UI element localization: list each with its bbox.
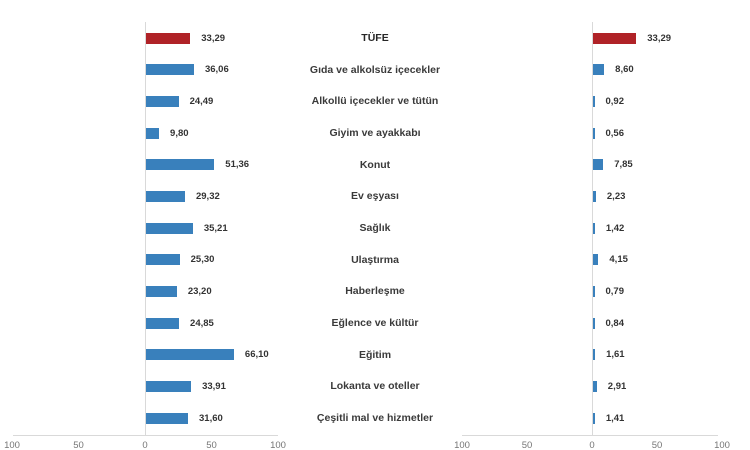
category-label: Ulaştırma bbox=[351, 253, 399, 266]
right-bar bbox=[593, 32, 637, 44]
right-bar bbox=[593, 254, 599, 266]
left-value-label: 33,29 bbox=[201, 32, 226, 44]
right-bottom-axis-line bbox=[462, 435, 718, 436]
left-value-label: 23,20 bbox=[187, 285, 212, 297]
category-label: Eğlence ve kültür bbox=[331, 317, 419, 329]
left-value-label: 33,91 bbox=[202, 380, 226, 392]
right-axis-tick-label: 0 bbox=[589, 440, 595, 450]
left-bar bbox=[146, 32, 191, 44]
right-bar bbox=[593, 349, 596, 361]
category-label: Sağlık bbox=[359, 222, 391, 234]
left-value-label: 51,36 bbox=[225, 159, 250, 171]
category-label: Çeşitli mal ve hizmetler bbox=[316, 412, 434, 424]
right-value-label: 4,15 bbox=[609, 254, 628, 266]
right-axis-tick-label: 100 bbox=[454, 440, 470, 450]
left-zero-axis-line bbox=[145, 22, 146, 435]
left-value-label: 24,85 bbox=[190, 317, 214, 329]
right-bar bbox=[593, 159, 604, 171]
category-label: Alkollü içecekler ve tütün bbox=[311, 95, 439, 108]
left-bar bbox=[146, 190, 185, 202]
category-label: Giyim ve ayakkabı bbox=[329, 127, 421, 139]
right-value-label: 1,41 bbox=[605, 412, 625, 424]
left-bar bbox=[146, 380, 192, 392]
right-value-label: 7,85 bbox=[614, 159, 633, 171]
right-value-label: 1,42 bbox=[605, 222, 625, 234]
category-label: Lokanta ve oteller bbox=[330, 380, 420, 393]
right-bar bbox=[593, 285, 595, 297]
right-zero-axis-line bbox=[592, 22, 593, 435]
left-bar bbox=[146, 64, 194, 76]
left-value-label: 31,60 bbox=[199, 412, 223, 424]
right-value-label: 0,92 bbox=[605, 95, 625, 107]
left-axis-tick-label: 50 bbox=[206, 440, 217, 450]
left-axis-tick-label: 0 bbox=[142, 440, 148, 450]
left-bar bbox=[146, 349, 234, 361]
right-value-label: 8,60 bbox=[615, 64, 634, 76]
right-bar bbox=[593, 127, 595, 139]
left-value-label: 29,32 bbox=[195, 190, 220, 202]
left-axis-tick-label: 100 bbox=[270, 440, 286, 450]
category-label: Haberleşme bbox=[345, 285, 405, 298]
right-bar bbox=[593, 222, 595, 234]
right-axis-tick-label: 100 bbox=[714, 440, 730, 450]
left-bar bbox=[146, 159, 215, 171]
category-label: Ev eşyası bbox=[351, 190, 399, 203]
category-label: Konut bbox=[359, 158, 391, 171]
right-value-label: 0,84 bbox=[605, 317, 625, 329]
right-bar bbox=[593, 190, 596, 202]
left-bar bbox=[146, 317, 180, 329]
right-axis-tick-label: 50 bbox=[651, 440, 663, 450]
right-value-label: 1,61 bbox=[606, 349, 625, 361]
left-bar bbox=[146, 95, 179, 107]
category-label: Eğitim bbox=[358, 348, 392, 361]
right-bar bbox=[593, 317, 595, 329]
left-value-label: 36,06 bbox=[204, 64, 229, 76]
right-value-label: 2,23 bbox=[606, 190, 626, 202]
right-bar bbox=[593, 64, 605, 76]
left-value-label: 25,30 bbox=[190, 254, 215, 266]
right-value-label: 33,29 bbox=[647, 32, 672, 44]
left-bar bbox=[146, 222, 193, 234]
left-value-label: 35,21 bbox=[203, 222, 228, 234]
left-bar bbox=[146, 127, 160, 139]
left-value-label: 24,49 bbox=[189, 95, 214, 107]
right-bar bbox=[593, 95, 595, 107]
left-axis-tick-label: 100 bbox=[4, 440, 20, 450]
left-value-label: 66,10 bbox=[244, 349, 269, 361]
right-value-label: 0,56 bbox=[605, 127, 625, 139]
left-value-label: 9,80 bbox=[170, 127, 189, 139]
left-bar bbox=[146, 254, 180, 266]
category-label: Gıda ve alkolsüz içecekler bbox=[309, 63, 441, 76]
left-bar bbox=[146, 412, 189, 424]
left-bottom-axis-line bbox=[13, 435, 278, 436]
right-value-label: 0,79 bbox=[605, 285, 625, 297]
right-bar bbox=[593, 380, 597, 392]
left-axis-tick-label: 50 bbox=[73, 440, 84, 450]
category-label-tufe: TÜFE bbox=[361, 32, 389, 44]
right-bar bbox=[593, 412, 595, 424]
right-value-label: 2,91 bbox=[607, 380, 627, 392]
left-bar bbox=[146, 285, 177, 297]
right-axis-tick-label: 50 bbox=[521, 440, 533, 450]
